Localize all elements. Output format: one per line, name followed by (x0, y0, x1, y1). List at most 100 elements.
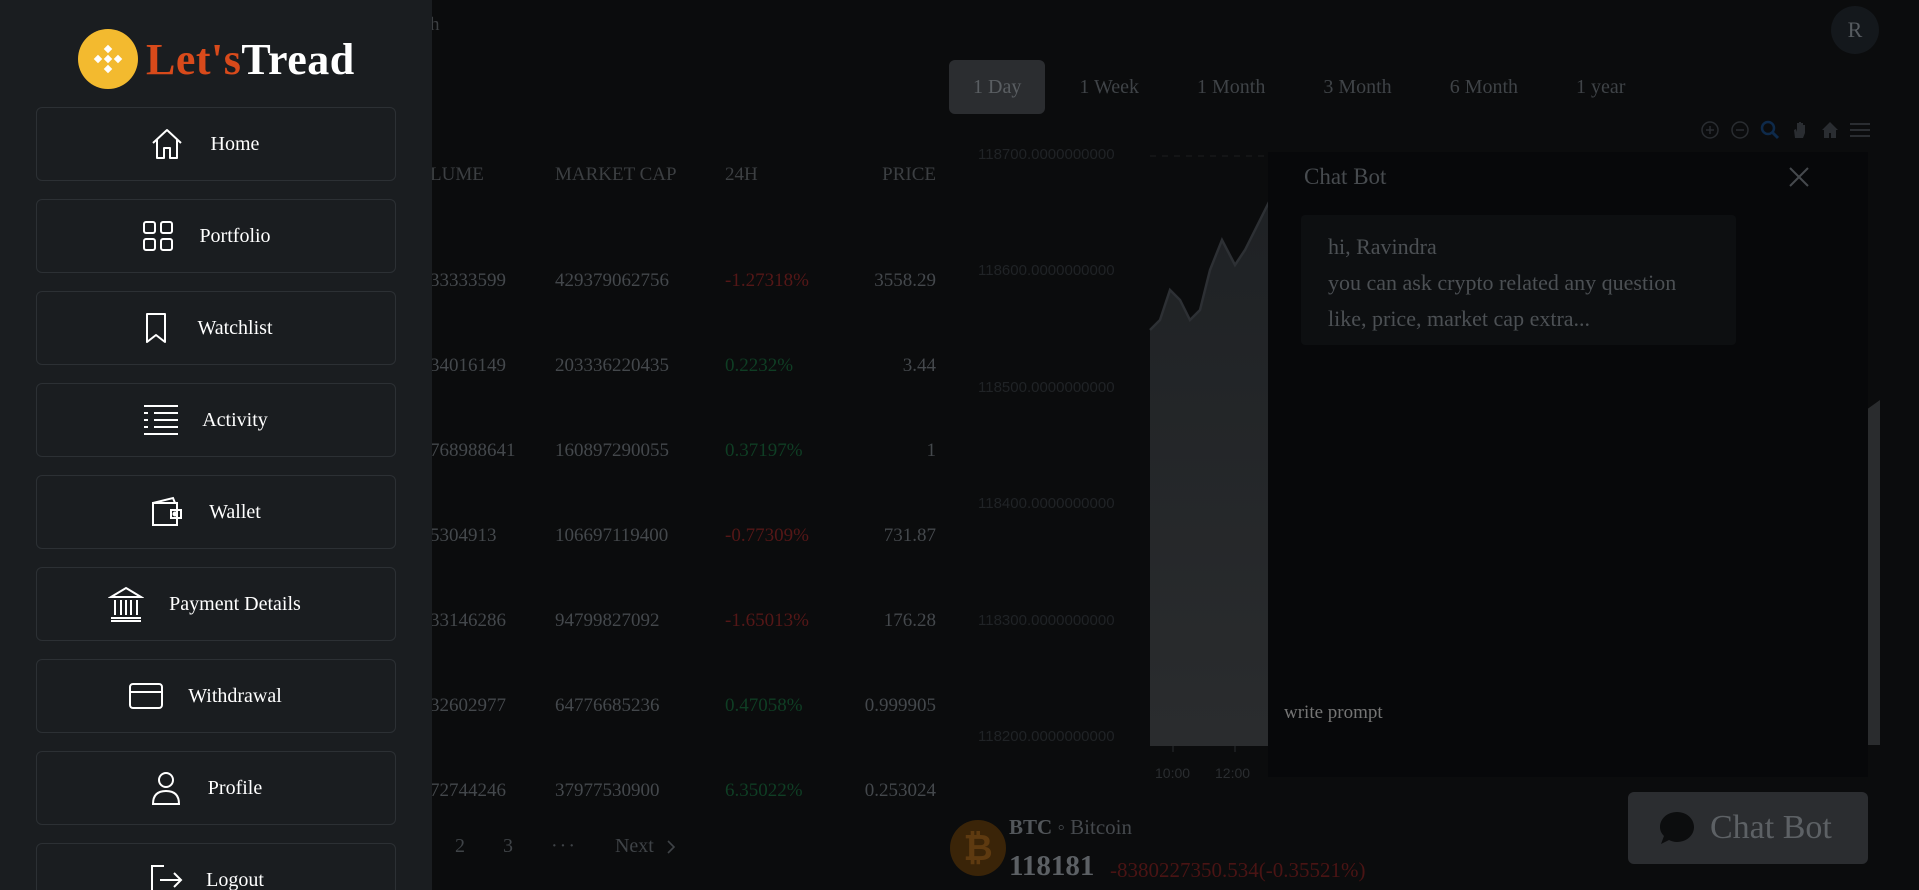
brand-name: Let'sTread (146, 34, 355, 85)
sidebar-item-logout[interactable]: Logout (36, 843, 396, 890)
cell-change: 0.2232% (725, 355, 794, 376)
brand-prefix: Let's (146, 34, 242, 84)
header-24h: 24H (725, 164, 758, 185)
zoom-in-icon[interactable] (1698, 118, 1722, 142)
magnify-icon[interactable] (1758, 118, 1782, 142)
cell-market-cap: 94799827092 (555, 610, 660, 631)
tab-6-month[interactable]: 6 Month (1449, 75, 1519, 98)
bitcoin-logo-icon: ₿ (950, 820, 1006, 876)
tab-1-week[interactable]: 1 Week (1079, 75, 1139, 98)
table-row[interactable]: 33146286 94799827092 -1.65013% 176.28 (430, 610, 940, 640)
page-ellipsis: ··· (551, 835, 577, 857)
price-area-right (1866, 400, 1880, 745)
home-icon (147, 124, 187, 164)
chart-toolbar (1698, 118, 1872, 142)
sidebar-item-label: Watchlist (197, 316, 273, 339)
price-area (1150, 170, 1290, 745)
header-market-cap: MARKET CAP (555, 164, 677, 185)
sidebar-item-profile[interactable]: Profile (36, 751, 396, 825)
sidebar-item-withdrawal[interactable]: Withdrawal (36, 659, 396, 733)
reset-home-icon[interactable] (1818, 118, 1842, 142)
cell-market-cap: 160897290055 (555, 440, 669, 461)
cell-volume: 33333599 (430, 270, 506, 291)
chat-greeting: hi, Ravindra (1328, 234, 1437, 259)
next-page-button[interactable]: Next (615, 835, 676, 858)
header-volume: LUME (430, 164, 484, 185)
sidebar-item-label: Logout (206, 868, 264, 890)
chart-menu-icon[interactable] (1848, 118, 1872, 142)
sidebar-item-wallet[interactable]: Wallet (36, 475, 396, 549)
table-row[interactable]: 32602977 64776685236 0.47058% 0.999905 (430, 695, 940, 725)
chat-message-bubble: hi, Ravindra you can ask crypto related … (1301, 215, 1736, 345)
cell-volume: 72744246 (430, 780, 506, 801)
tab-3-month[interactable]: 3 Month (1323, 75, 1392, 98)
y-axis-tick: 118200.0000000000 (978, 728, 1115, 745)
header-price: PRICE (882, 164, 936, 185)
table-row[interactable]: 5304913 106697119400 -0.77309% 731.87 (430, 525, 940, 555)
sidebar-item-label: Profile (207, 776, 263, 799)
tab-1-year[interactable]: 1 year (1576, 75, 1626, 98)
chat-prompt-input[interactable] (1284, 702, 1684, 724)
cell-change: 6.35022% (725, 780, 803, 801)
table-row[interactable]: 768988641 160897290055 0.37197% 1 (430, 440, 940, 470)
cell-price: 3558.29 (874, 270, 936, 291)
cell-market-cap: 37977530900 (555, 780, 660, 801)
cell-volume: 5304913 (430, 525, 497, 546)
close-icon[interactable] (1784, 162, 1814, 192)
table-row[interactable]: 72744246 37977530900 6.35022% 0.253024 (430, 780, 940, 810)
cell-volume: 768988641 (430, 440, 516, 461)
cell-volume: 32602977 (430, 695, 506, 716)
sidebar-item-home[interactable]: Home (36, 107, 396, 181)
tab-1-month[interactable]: 1 Month (1197, 75, 1266, 98)
table-row[interactable]: 33333599 429379062756 -1.27318% 3558.29 (430, 270, 940, 300)
sidebar-item-watchlist[interactable]: Watchlist (36, 291, 396, 365)
chat-bot-button[interactable]: Chat Bot (1628, 792, 1868, 864)
y-axis-tick: 118700.0000000000 (978, 146, 1115, 163)
page-2-link[interactable]: 2 (455, 835, 465, 857)
coin-fullname: Bitcoin (1070, 815, 1132, 839)
cell-volume: 34016149 (430, 355, 506, 376)
chat-title: Chat Bot (1304, 164, 1387, 189)
cell-price: 0.999905 (864, 695, 936, 716)
x-axis-tick: 12:00 (1215, 765, 1251, 781)
cell-change: 0.47058% (725, 695, 803, 716)
sidebar-item-label: Payment Details (169, 592, 301, 615)
chevron-right-icon (667, 839, 676, 854)
cell-change: -1.27318% (725, 270, 809, 291)
time-range-tabs: 1 Day 1 Week 1 Month 3 Month 6 Month 1 y… (949, 60, 1649, 114)
page-3-link[interactable]: 3 (503, 835, 513, 857)
cell-price: 3.44 (902, 355, 936, 376)
pan-hand-icon[interactable] (1788, 118, 1812, 142)
binance-logo-icon (78, 29, 138, 89)
sidebar-item-portfolio[interactable]: Portfolio (36, 199, 396, 273)
chat-bubble-icon (1660, 812, 1694, 844)
brand[interactable]: Let'sTread (78, 29, 355, 89)
table-row[interactable]: 34016149 203336220435 0.2232% 3.44 (430, 355, 940, 385)
coin-separator: ◦ (1057, 815, 1065, 839)
pagination: 2 3 ··· Next (455, 835, 676, 858)
y-axis-tick: 118300.0000000000 (978, 612, 1115, 629)
grid-icon (138, 216, 178, 256)
cell-market-cap: 203336220435 (555, 355, 669, 376)
cell-change: -0.77309% (725, 525, 809, 546)
activity-list-icon (141, 400, 181, 440)
sidebar-item-label: Activity (202, 408, 268, 431)
tab-1-day[interactable]: 1 Day (949, 60, 1046, 114)
sidebar-item-payment-details[interactable]: Payment Details (36, 567, 396, 641)
sidebar-item-label: Portfolio (199, 224, 271, 247)
zoom-out-icon[interactable] (1728, 118, 1752, 142)
coin-name: BTC ◦ Bitcoin (1009, 815, 1132, 840)
avatar[interactable]: R (1831, 6, 1879, 54)
chat-message-text: you can ask crypto related any question … (1328, 270, 1677, 331)
credit-card-icon (126, 676, 166, 716)
sidebar-item-label: Wallet (209, 500, 261, 523)
sidebar-item-label: Home (210, 132, 260, 155)
price-area-chart[interactable] (960, 120, 1880, 770)
x-axis-tick: 10:00 (1155, 765, 1191, 781)
user-icon (146, 768, 186, 808)
next-label: Next (614, 835, 654, 857)
sidebar-item-activity[interactable]: Activity (36, 383, 396, 457)
coin-price: 118181 (1009, 850, 1095, 882)
chat-bot-button-label: Chat Bot (1710, 809, 1832, 846)
cell-price: 176.28 (883, 610, 936, 631)
